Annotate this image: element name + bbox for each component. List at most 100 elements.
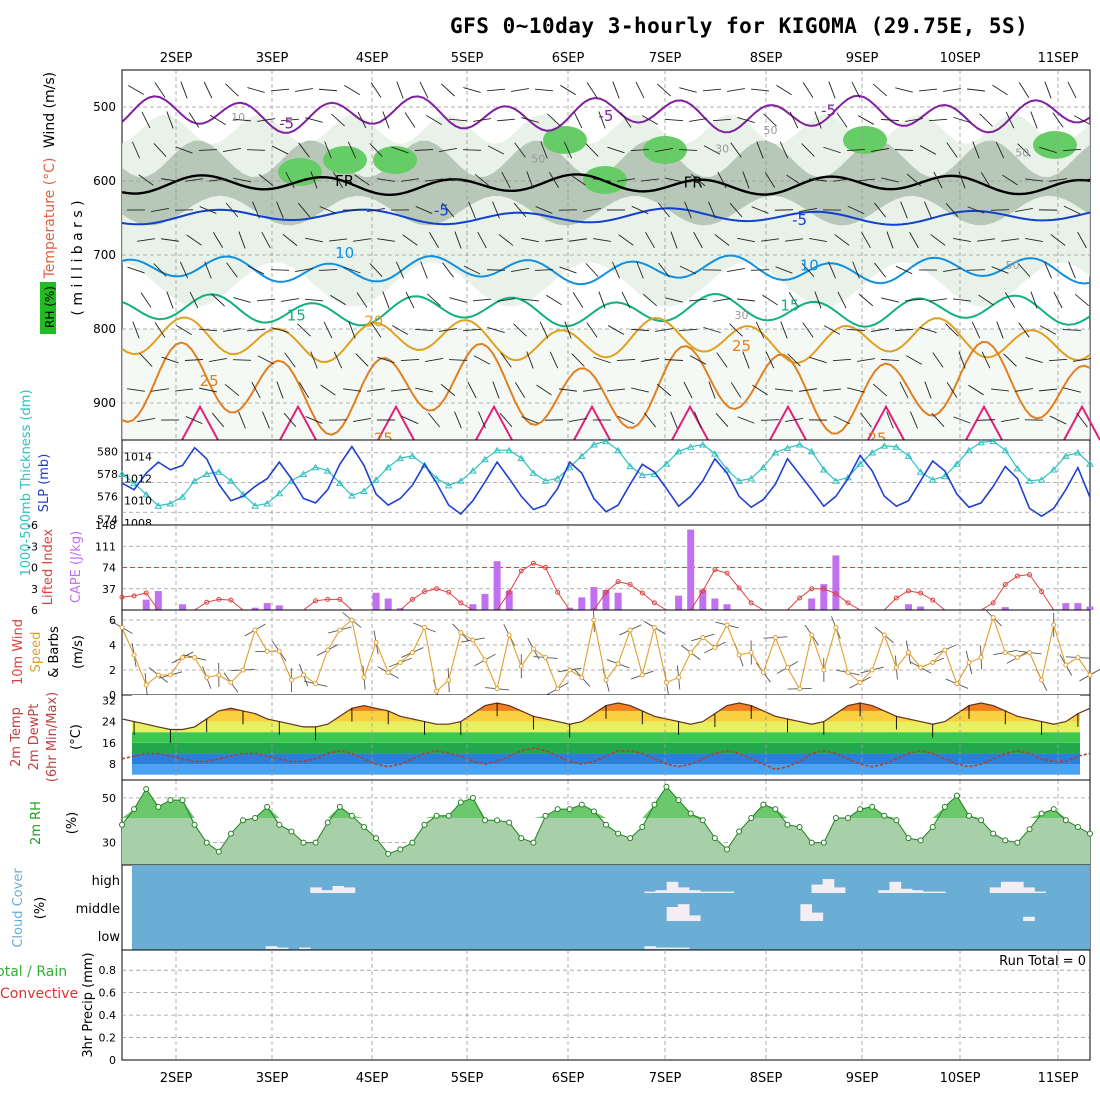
- rh2m-marker: [300, 839, 307, 846]
- wind10m-marker: [1087, 672, 1093, 678]
- rh2m-marker: [675, 797, 682, 804]
- wind-barb: [895, 265, 913, 275]
- wind-barb: [752, 384, 768, 396]
- precip-ytick: 0.2: [99, 1032, 117, 1045]
- cape-bar: [275, 605, 283, 610]
- wind-barb: [924, 381, 932, 399]
- wind-barb: [656, 383, 672, 397]
- wind10m-marker: [833, 625, 839, 630]
- wind-barb: [857, 358, 875, 362]
- wind-barb: [353, 417, 371, 423]
- wind-ylabel-3: & Barbs: [47, 626, 62, 678]
- wind-barb: [535, 206, 553, 214]
- wind10m-marker: [446, 677, 452, 683]
- wind-barb: [514, 142, 526, 158]
- li-ytick: -3: [27, 540, 38, 553]
- wind-barb: [809, 356, 827, 364]
- temp-ytick: 8: [109, 758, 116, 771]
- wind-barb: [356, 292, 368, 308]
- wind-barb: [232, 359, 252, 361]
- wind-barb: [823, 388, 841, 392]
- wind-barb: [139, 353, 153, 367]
- wind-barb: [730, 382, 742, 398]
- contour-label: -5: [279, 114, 294, 132]
- cape-bar: [723, 604, 731, 610]
- wind-barb: [834, 234, 850, 246]
- wind-barb: [799, 388, 817, 392]
- date-label-bottom: 10SEP: [940, 1071, 981, 1086]
- wind-barb: [1030, 291, 1038, 309]
- cape-bar: [614, 592, 622, 610]
- temp-band: [132, 721, 1080, 733]
- wind-barb: [439, 148, 457, 152]
- li-ytick: 6: [31, 604, 38, 617]
- wind-barb: [427, 412, 441, 428]
- upper-ytick: 700: [93, 248, 116, 262]
- wind-barb: [319, 206, 337, 214]
- wind10m-marker: [397, 660, 403, 665]
- wind-barb: [448, 118, 468, 122]
- wind-barb: [127, 388, 145, 392]
- wind-barb: [814, 291, 822, 309]
- wind-barb: [874, 262, 886, 278]
- wind-barb: [809, 178, 827, 182]
- temp-ytick: 16: [102, 737, 116, 750]
- wind-barb: [185, 178, 203, 182]
- thickness-marker: [856, 460, 864, 467]
- wind-barb: [333, 351, 343, 369]
- rh2m-marker: [699, 817, 706, 824]
- date-label-bottom: 5SEP: [451, 1071, 484, 1086]
- wind10m-marker: [192, 655, 198, 660]
- wind-barb: [534, 88, 554, 92]
- wind-barb: [1017, 262, 1031, 278]
- lifted-index-marker: [990, 600, 996, 606]
- wind10m-marker: [518, 663, 524, 669]
- slp-ylabel: SLP (mb): [37, 454, 52, 513]
- wind-barb: [449, 177, 467, 183]
- wind-barb: [330, 294, 346, 306]
- wind10m-marker: [373, 640, 379, 645]
- wind-barb: [979, 113, 993, 127]
- li-ytick: -6: [27, 519, 38, 532]
- rh2m-marker: [252, 815, 259, 822]
- wind-barb: [881, 177, 899, 183]
- rh2m-marker: [191, 821, 198, 828]
- wind-barb: [847, 205, 865, 215]
- wind-barb: [320, 384, 336, 396]
- wind-barb: [714, 234, 730, 246]
- cape-bar: [711, 598, 719, 610]
- wind-barb: [729, 202, 743, 218]
- wind-barb: [968, 384, 984, 396]
- cloud-cell: [299, 947, 311, 949]
- cloud-ylabel-unit: (%): [33, 897, 48, 920]
- cloud-cell: [655, 890, 668, 893]
- rh2m-marker: [990, 830, 997, 837]
- wind-barb: [513, 323, 527, 337]
- cloud-level-label: middle: [76, 902, 120, 917]
- wind-barb: [175, 388, 193, 392]
- precip-panel-frame: [121, 949, 1091, 1061]
- thickness-ylabel: 1000-500mb Thickness (dm): [19, 389, 34, 576]
- wind-barb: [540, 141, 548, 159]
- lifted-index-marker: [119, 594, 125, 600]
- thickness-marker: [832, 477, 840, 484]
- rh2m-marker: [578, 801, 585, 808]
- thickness-marker: [444, 481, 453, 489]
- wind-barb: [310, 171, 318, 189]
- lifted-index-marker: [651, 600, 657, 606]
- thickness-marker: [1025, 477, 1034, 484]
- wind-barb: [569, 238, 587, 242]
- wind-barb: [186, 234, 202, 246]
- wind-barb: [828, 261, 836, 279]
- wind-barb: [137, 417, 155, 423]
- date-label-top: 4SEP: [356, 51, 389, 66]
- lifted-index-marker: [615, 579, 621, 585]
- wind-barb: [860, 412, 872, 428]
- thickness-marker: [178, 493, 187, 500]
- cloud-cell: [800, 904, 813, 921]
- wind-barb: [641, 178, 659, 182]
- date-label-top: 2SEP: [160, 51, 193, 66]
- wind-barb: [474, 173, 490, 187]
- thickness-marker: [1086, 460, 1094, 467]
- wind-barb: [472, 298, 492, 302]
